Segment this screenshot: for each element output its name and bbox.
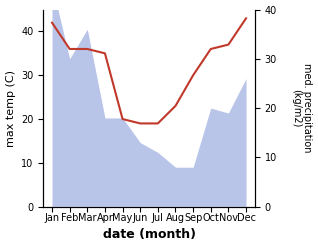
Y-axis label: max temp (C): max temp (C) bbox=[5, 70, 16, 147]
Y-axis label: med. precipitation
(kg/m2): med. precipitation (kg/m2) bbox=[291, 63, 313, 153]
X-axis label: date (month): date (month) bbox=[102, 228, 196, 242]
